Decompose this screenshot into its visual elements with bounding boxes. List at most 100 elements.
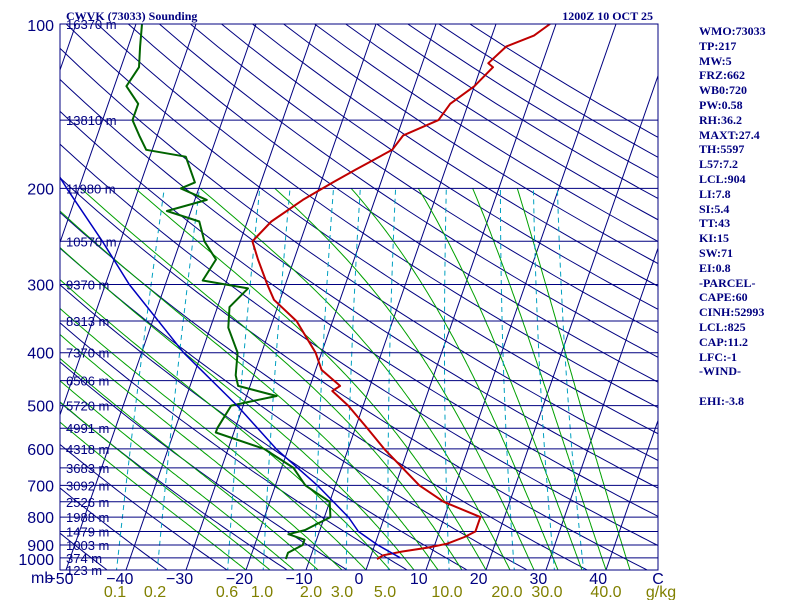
temperature-tick-label: −10 bbox=[286, 571, 313, 588]
height-label: 4991 m bbox=[66, 421, 109, 436]
chart-title: CWVK (73033) Sounding bbox=[66, 9, 197, 23]
dry-adiabat-line bbox=[60, 487, 168, 570]
mixing-ratio-tick-label: 0.6 bbox=[216, 584, 238, 600]
index-item: FRZ:662 bbox=[699, 68, 745, 83]
mixing-ratio-tick-label: 0.2 bbox=[144, 584, 166, 600]
mixing-ratio-tick-label: 0.1 bbox=[104, 584, 126, 600]
dry-adiabat-line bbox=[60, 110, 658, 517]
isotherm-line bbox=[60, 24, 137, 244]
dry-adiabat-line bbox=[60, 443, 228, 570]
pressure-tick-label: 800 bbox=[27, 510, 54, 527]
dry-adiabat-line bbox=[60, 532, 108, 570]
dry-adiabat-line bbox=[60, 211, 589, 570]
temperature-tick-label: C bbox=[652, 571, 664, 588]
mixing-ratio-tick-label: g/kg bbox=[646, 584, 676, 600]
temperature-tick-label: 0 bbox=[355, 571, 364, 588]
mixing-ratio-tick-label: 30.0 bbox=[531, 584, 562, 600]
index-item: EI:0.8 bbox=[699, 260, 731, 275]
isotherm-line bbox=[185, 24, 377, 570]
index-item bbox=[699, 379, 799, 394]
temperature-tick-label: 10 bbox=[410, 571, 428, 588]
dry-adiabat-line bbox=[65, 24, 658, 435]
index-item: MW:5 bbox=[699, 53, 732, 68]
index-item: CINH:52993 bbox=[699, 305, 765, 320]
index-item: TH:5597 bbox=[699, 142, 745, 157]
height-label: 5720 m bbox=[66, 399, 109, 414]
plot-frame bbox=[59, 23, 659, 571]
pressure-tick-label: 300 bbox=[27, 278, 54, 295]
temperature-tick-label: 20 bbox=[470, 571, 488, 588]
index-item: RH:36.2 bbox=[699, 112, 742, 127]
height-label: 1003 m bbox=[66, 538, 109, 553]
temperature-tick-label: 30 bbox=[530, 571, 548, 588]
dry-adiabat-line bbox=[60, 47, 658, 462]
dry-adiabat-line bbox=[60, 177, 649, 570]
pressure-tick-label: 500 bbox=[27, 399, 54, 416]
parcel-profile bbox=[60, 175, 401, 559]
temperature-tick-label: −30 bbox=[166, 571, 193, 588]
temperature-profile bbox=[251, 24, 551, 560]
dry-adiabat-line bbox=[159, 24, 658, 358]
height-label: 9370 m bbox=[66, 278, 109, 293]
index-item: WMO:73033 bbox=[699, 24, 766, 38]
mixing-ratio-tick-label: 2.0 bbox=[300, 584, 322, 600]
dry-adiabat-line bbox=[221, 24, 658, 310]
temperature-tick-labels: −50 −40 −30 −20 −10 0 10 20 30 40 C bbox=[46, 571, 663, 588]
height-label: 3092 m bbox=[66, 478, 109, 493]
height-label: 13810 m bbox=[66, 113, 117, 128]
background-grid bbox=[0, 24, 658, 570]
dry-adiabat-line bbox=[190, 24, 658, 334]
isotherm-line bbox=[545, 246, 658, 570]
mixing-ratio-tick-labels: 0.1 0.2 0.6 1.0 2.0 3.0 5.0 10.0 20.0 30.0 40.0 g/k… bbox=[104, 584, 676, 600]
isotherm-line bbox=[605, 419, 658, 570]
index-item: TT:43 bbox=[699, 216, 731, 231]
index-item: PW:0.58 bbox=[699, 97, 743, 112]
index-item: -WIND- bbox=[699, 364, 741, 379]
temperature-tick-label: 40 bbox=[589, 571, 607, 588]
height-labels: 16370 m 13810 m 11980 m 10570 m 9370 m 8313 m… bbox=[66, 17, 117, 578]
index-item: EHI:-3.8 bbox=[699, 393, 744, 408]
pressure-tick-label: 700 bbox=[27, 478, 54, 495]
index-item: MAXT:27.4 bbox=[699, 127, 760, 142]
height-label: 11980 m bbox=[66, 181, 116, 196]
index-item: LCL:904 bbox=[699, 171, 746, 186]
index-item: TP:217 bbox=[699, 38, 737, 53]
y-axis-unit: mb bbox=[31, 570, 53, 587]
height-label: 1988 m bbox=[66, 510, 109, 525]
isotherm-line bbox=[485, 74, 658, 570]
dry-adiabat-line bbox=[60, 322, 409, 570]
sounding-profiles bbox=[60, 24, 551, 560]
height-label: 6506 m bbox=[66, 374, 109, 389]
height-label: 16370 m bbox=[66, 17, 117, 32]
temperature-tick-label: −20 bbox=[226, 571, 253, 588]
pressure-tick-label: 1000 bbox=[18, 552, 54, 569]
height-label: 8313 m bbox=[66, 314, 109, 329]
isotherm-line bbox=[0, 24, 16, 570]
dry-adiabat-line bbox=[60, 78, 658, 489]
dry-adiabat-line bbox=[96, 24, 658, 409]
index-item: LCL:825 bbox=[699, 319, 746, 334]
index-item: -PARCEL- bbox=[699, 275, 756, 290]
mixing-ratio-tick-label: 1.0 bbox=[251, 584, 273, 600]
index-item: WB0:720 bbox=[699, 83, 747, 98]
isotherm-line bbox=[245, 24, 437, 570]
height-label: 10570 m bbox=[66, 234, 117, 249]
pressure-tick-label: 600 bbox=[27, 442, 54, 459]
mixing-ratio-tick-label: 5.0 bbox=[374, 584, 396, 600]
index-item: L57:7.2 bbox=[699, 157, 738, 172]
chart-datetime: 1200Z 10 OCT 25 bbox=[562, 9, 653, 23]
index-item: CAPE:60 bbox=[699, 290, 748, 305]
mixing-ratio-tick-label: 20.0 bbox=[491, 584, 522, 600]
pressure-tick-label: 400 bbox=[27, 346, 54, 363]
index-item: SW:71 bbox=[699, 245, 734, 260]
height-label: 7370 m bbox=[66, 346, 109, 361]
index-item: KI:15 bbox=[699, 231, 729, 246]
height-label: 3683 m bbox=[66, 461, 109, 476]
height-label: 2526 m bbox=[66, 495, 109, 510]
index-item: CAP:11.2 bbox=[699, 334, 748, 349]
height-label: 374 m bbox=[66, 551, 102, 566]
temperature-tick-label: −40 bbox=[106, 571, 133, 588]
pressure-tick-label: 100 bbox=[27, 18, 54, 35]
